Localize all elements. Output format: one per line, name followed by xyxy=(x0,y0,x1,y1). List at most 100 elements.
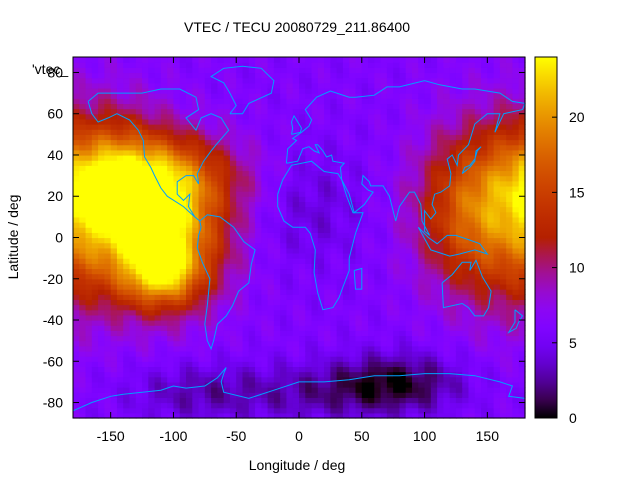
heatmap-cell xyxy=(73,98,80,105)
heatmap-cell xyxy=(380,139,388,146)
heatmap-cell xyxy=(330,139,338,146)
heatmap-cell xyxy=(393,232,401,239)
heatmap-cell xyxy=(267,304,275,311)
heatmap-cell xyxy=(123,113,131,120)
heatmap-cell xyxy=(299,98,306,105)
heatmap-cell xyxy=(116,350,124,357)
heatmap-cell xyxy=(160,278,168,285)
heatmap-cell xyxy=(173,154,181,161)
heatmap-cell xyxy=(355,392,363,398)
heatmap-cell xyxy=(455,402,463,409)
heatmap-cell xyxy=(317,263,325,270)
heatmap-cell xyxy=(506,252,514,259)
heatmap-cell xyxy=(506,82,514,89)
heatmap-cell xyxy=(104,62,112,68)
heatmap-cell xyxy=(493,345,501,352)
heatmap-cell xyxy=(255,330,262,337)
heatmap-cell xyxy=(430,154,438,161)
heatmap-cell xyxy=(229,180,237,187)
heatmap-cell xyxy=(393,335,401,342)
heatmap-cell xyxy=(380,407,388,414)
heatmap-cell xyxy=(211,149,218,156)
heatmap-cell xyxy=(493,77,501,84)
heatmap-cell xyxy=(192,237,200,244)
heatmap-cell xyxy=(487,356,495,362)
heatmap-cell xyxy=(242,57,250,63)
heatmap-cell xyxy=(506,330,514,337)
heatmap-cell xyxy=(418,278,426,285)
heatmap-cell xyxy=(305,175,313,182)
heatmap-cell xyxy=(412,304,419,311)
heatmap-cell xyxy=(73,350,80,357)
heatmap-cell xyxy=(242,160,250,166)
heatmap-cell xyxy=(273,309,281,316)
heatmap-cell xyxy=(242,320,250,326)
heatmap-cell xyxy=(305,242,313,249)
heatmap-cell xyxy=(85,201,93,208)
heatmap-cell xyxy=(455,180,463,187)
heatmap-cell xyxy=(167,263,175,270)
heatmap-cell xyxy=(179,397,187,404)
heatmap-cell xyxy=(160,392,168,398)
heatmap-cell xyxy=(518,289,526,295)
heatmap-cell xyxy=(418,232,426,239)
heatmap-cell xyxy=(148,185,156,192)
heatmap-cell xyxy=(223,57,231,63)
heatmap-cell xyxy=(186,361,193,368)
heatmap-cell xyxy=(292,314,300,321)
heatmap-cell xyxy=(449,309,457,316)
heatmap-cell xyxy=(336,278,344,285)
heatmap-cell xyxy=(110,361,118,368)
heatmap-cell xyxy=(311,350,319,357)
heatmap-cell xyxy=(355,201,363,208)
heatmap-cell xyxy=(455,340,463,347)
heatmap-cell xyxy=(311,185,319,192)
heatmap-cell xyxy=(437,345,444,352)
heatmap-cell xyxy=(455,294,463,300)
heatmap-cell xyxy=(110,397,118,404)
heatmap-cell xyxy=(255,387,262,393)
heatmap-cell xyxy=(104,93,112,99)
heatmap-cell xyxy=(186,366,193,373)
heatmap-cell xyxy=(179,118,187,125)
heatmap-cell xyxy=(330,149,338,156)
heatmap-cell xyxy=(462,314,470,321)
heatmap-cell xyxy=(330,180,338,187)
heatmap-cell xyxy=(305,227,313,233)
heatmap-cell xyxy=(518,356,526,362)
heatmap-cell xyxy=(355,278,363,285)
heatmap-cell xyxy=(405,273,413,280)
heatmap-cell xyxy=(418,335,426,342)
heatmap-cell xyxy=(437,165,444,172)
heatmap-cell xyxy=(405,149,413,156)
heatmap-cell xyxy=(280,149,288,156)
heatmap-cell xyxy=(248,134,256,141)
heatmap-cell xyxy=(148,222,156,228)
heatmap-cell xyxy=(374,273,382,280)
heatmap-cell xyxy=(154,252,162,259)
heatmap-cell xyxy=(355,113,363,120)
heatmap-cell xyxy=(311,154,319,161)
heatmap-cell xyxy=(386,129,394,135)
heatmap-cell xyxy=(418,330,426,337)
heatmap-cell xyxy=(255,191,262,197)
heatmap-cell xyxy=(368,268,375,275)
heatmap-cell xyxy=(506,216,514,223)
heatmap-cell xyxy=(167,402,175,409)
heatmap-cell xyxy=(104,263,112,270)
heatmap-cell xyxy=(437,134,444,141)
heatmap-cell xyxy=(116,402,124,409)
heatmap-cell xyxy=(198,356,206,362)
heatmap-cell xyxy=(443,175,451,182)
heatmap-cell xyxy=(342,129,350,135)
heatmap-cell xyxy=(374,113,382,120)
heatmap-cell xyxy=(148,211,156,218)
heatmap-cell xyxy=(336,345,344,352)
heatmap-cell xyxy=(142,340,149,347)
heatmap-cell xyxy=(292,294,300,300)
heatmap-cell xyxy=(116,330,124,337)
heatmap-cell xyxy=(405,124,413,130)
heatmap-cell xyxy=(299,72,306,79)
heatmap-cell xyxy=(154,273,162,280)
heatmap-cell xyxy=(198,62,206,68)
